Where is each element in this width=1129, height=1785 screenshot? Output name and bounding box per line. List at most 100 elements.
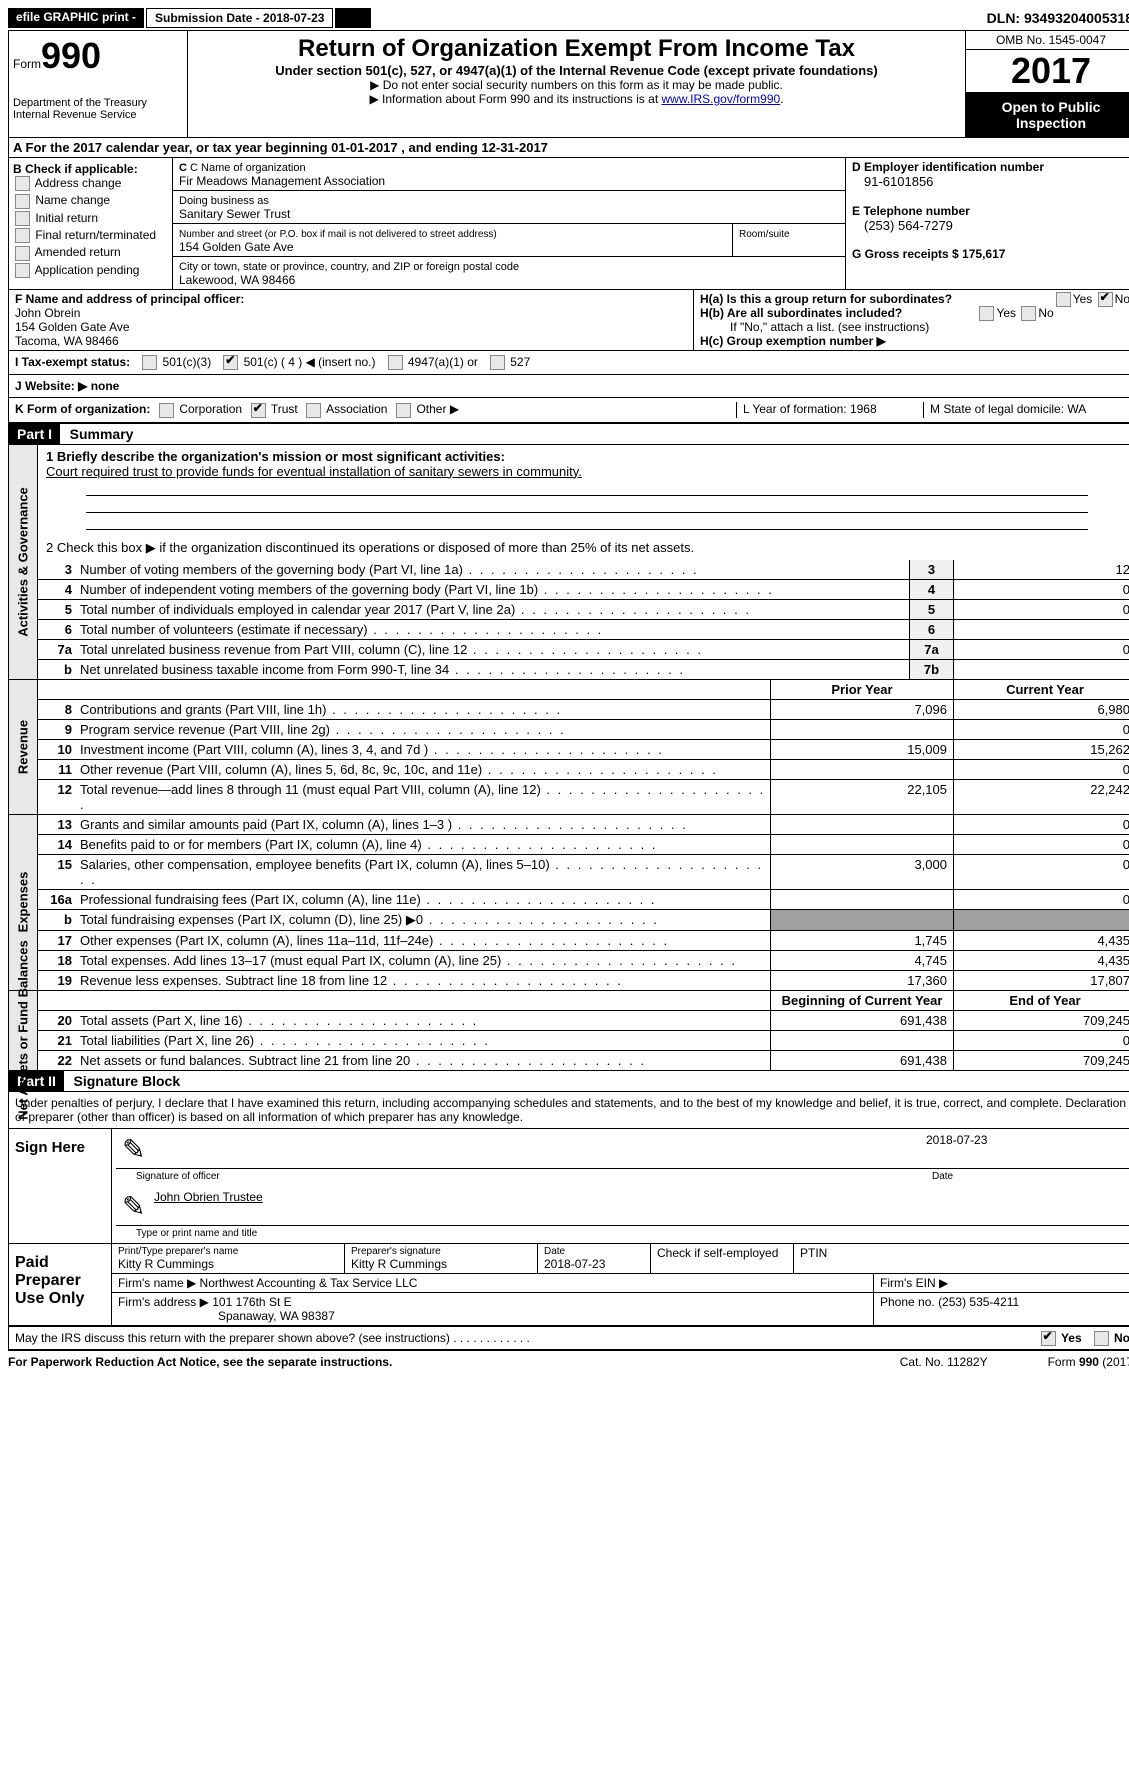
phone-value: (253) 564-7279	[852, 218, 1129, 233]
revenue-header: Prior Year Current Year	[38, 680, 1129, 700]
dba-name: Sanitary Sewer Trust	[179, 207, 839, 221]
side-netassets: Net Assets or Fund Balances	[9, 991, 38, 1070]
prep-sig: Kitty R Cummings	[351, 1257, 531, 1271]
col-end: End of Year	[953, 991, 1129, 1010]
section-b-label: B Check if applicable:	[13, 162, 168, 176]
part1-title: Summary	[64, 426, 134, 442]
dept-label: Department of the Treasury	[13, 97, 183, 109]
hb-row: H(b) Are all subordinates included? Yes …	[700, 306, 1129, 320]
efile-button[interactable]: efile GRAPHIC print -	[8, 8, 144, 28]
rev-row: 10 Investment income (Part VIII, column …	[38, 740, 1129, 760]
info-note-post: .	[780, 92, 783, 106]
check-amended[interactable]: Amended return	[13, 245, 168, 260]
check-address-change[interactable]: Address change	[13, 176, 168, 191]
opt-trust: Trust	[271, 402, 298, 416]
side-revenue: Revenue	[9, 680, 38, 814]
section-f: F Name and address of principal officer:…	[9, 290, 694, 350]
check-name-change[interactable]: Name change	[13, 193, 168, 208]
form-footer: Form 990 (2017)	[1048, 1355, 1129, 1369]
rev-row: 11 Other revenue (Part VIII, column (A),…	[38, 760, 1129, 780]
officer-label: F Name and address of principal officer:	[15, 292, 687, 306]
room-label: Room/suite	[739, 229, 790, 240]
revenue-section: Revenue Prior Year Current Year 8 Contri…	[8, 679, 1129, 814]
opt-assoc: Association	[326, 402, 387, 416]
opt-other: Other ▶	[416, 402, 459, 416]
cat-no: Cat. No. 11282Y	[900, 1355, 988, 1369]
officer-street: 154 Golden Gate Ave	[15, 320, 687, 334]
gov-row: b Net unrelated business taxable income …	[38, 660, 1129, 679]
section-k: K Form of organization: Corporation Trus…	[15, 402, 736, 417]
discuss-yes: Yes	[1061, 1331, 1082, 1345]
firm-name-label: Firm's name ▶	[118, 1276, 196, 1290]
tax-year: 2017	[966, 50, 1129, 93]
prep-name-label: Print/Type preparer's name	[118, 1246, 338, 1257]
part2-title: Signature Block	[68, 1073, 181, 1089]
check-final-return[interactable]: Final return/terminated	[13, 228, 168, 243]
prep-name: Kitty R Cummings	[118, 1257, 338, 1271]
org-name-label: C C Name of organization	[179, 162, 306, 174]
hc-row: H(c) Group exemption number ▶	[700, 334, 1129, 348]
section-l: L Year of formation: 1968	[736, 402, 923, 417]
net-row: 22 Net assets or fund balances. Subtract…	[38, 1051, 1129, 1070]
form-org-label: K Form of organization:	[15, 402, 150, 416]
discuss-text: May the IRS discuss this return with the…	[15, 1331, 450, 1345]
inspection-label: Open to Public Inspection	[966, 93, 1129, 137]
date-caption: Date	[932, 1171, 1129, 1182]
governance-section: Activities & Governance 1 Briefly descri…	[8, 444, 1129, 679]
spacer-button	[335, 8, 371, 28]
discuss-row: May the IRS discuss this return with the…	[8, 1326, 1129, 1351]
exp-row: 16a Professional fundraising fees (Part …	[38, 890, 1129, 910]
irs-label: Internal Revenue Service	[13, 109, 183, 121]
typed-name: John Obrien Trustee	[148, 1190, 1129, 1225]
ein-value: 91-6101856	[852, 174, 1129, 189]
hb-note: If "No," attach a list. (see instruction…	[700, 320, 1129, 334]
header-center: Return of Organization Exempt From Incom…	[188, 31, 965, 137]
paid-preparer-block: Paid Preparer Use Only Print/Type prepar…	[8, 1244, 1129, 1326]
check-pending[interactable]: Application pending	[13, 263, 168, 278]
section-d: D Employer identification number 91-6101…	[846, 158, 1129, 289]
col-prior: Prior Year	[770, 680, 953, 699]
irs-link[interactable]: www.IRS.gov/form990	[661, 92, 780, 106]
tax-status-label: I Tax-exempt status:	[15, 355, 130, 369]
self-emp-check[interactable]: Check if self-employed	[657, 1246, 778, 1260]
net-header: Beginning of Current Year End of Year	[38, 991, 1129, 1011]
row-i: I Tax-exempt status: 501(c)(3) 501(c) ( …	[8, 350, 1129, 374]
city-state-zip: Lakewood, WA 98466	[179, 273, 839, 287]
top-bar: efile GRAPHIC print - Submission Date - …	[8, 8, 1129, 28]
firm-addr-label: Firm's address ▶	[118, 1295, 209, 1309]
firm-name: Northwest Accounting & Tax Service LLC	[200, 1276, 418, 1290]
submission-date: Submission Date - 2018-07-23	[146, 8, 333, 28]
info-note-pre: ▶ Information about Form 990 and its ins…	[369, 92, 661, 106]
check-initial-return[interactable]: Initial return	[13, 211, 168, 226]
side-governance: Activities & Governance	[9, 445, 38, 679]
city-label: City or town, state or province, country…	[179, 261, 519, 273]
blank-line	[86, 515, 1088, 530]
exp-row: 18 Total expenses. Add lines 13–17 (must…	[38, 951, 1129, 971]
officer-name: John Obrein	[15, 306, 687, 320]
part1-header-row: Part I Summary	[8, 423, 1129, 444]
gov-row: 6 Total number of volunteers (estimate i…	[38, 620, 1129, 640]
omb-number: OMB No. 1545-0047	[966, 31, 1129, 50]
firm-addr1: 101 176th St E	[212, 1295, 291, 1309]
opt-501c: 501(c) ( 4 ) ◀ (insert no.)	[244, 355, 376, 369]
blank-line	[86, 481, 1088, 496]
gov-row: 5 Total number of individuals employed i…	[38, 600, 1129, 620]
row-klm: K Form of organization: Corporation Trus…	[8, 397, 1129, 422]
pen-icon: ✎	[116, 1190, 148, 1225]
rev-row: 9 Program service revenue (Part VIII, li…	[38, 720, 1129, 740]
paperwork-notice: For Paperwork Reduction Act Notice, see …	[8, 1355, 900, 1369]
section-c: C C Name of organization Fir Meadows Man…	[173, 158, 846, 289]
firm-ein: Firm's EIN ▶	[874, 1274, 1129, 1292]
form-word: Form	[13, 57, 41, 71]
part1-header: Part I	[9, 424, 60, 444]
info-note: ▶ Information about Form 990 and its ins…	[192, 92, 961, 106]
exp-row: 14 Benefits paid to or for members (Part…	[38, 835, 1129, 855]
rev-row: 12 Total revenue—add lines 8 through 11 …	[38, 780, 1129, 814]
dba-label: Doing business as	[179, 195, 269, 207]
exp-row: 13 Grants and similar amounts paid (Part…	[38, 815, 1129, 835]
expenses-section: Expenses 13 Grants and similar amounts p…	[8, 814, 1129, 990]
row-j: J Website: ▶ none	[8, 374, 1129, 397]
row-a-tax-year: A For the 2017 calendar year, or tax yea…	[8, 138, 1129, 158]
header-left: Form990 Department of the Treasury Inter…	[9, 31, 188, 137]
blank-line	[86, 498, 1088, 513]
